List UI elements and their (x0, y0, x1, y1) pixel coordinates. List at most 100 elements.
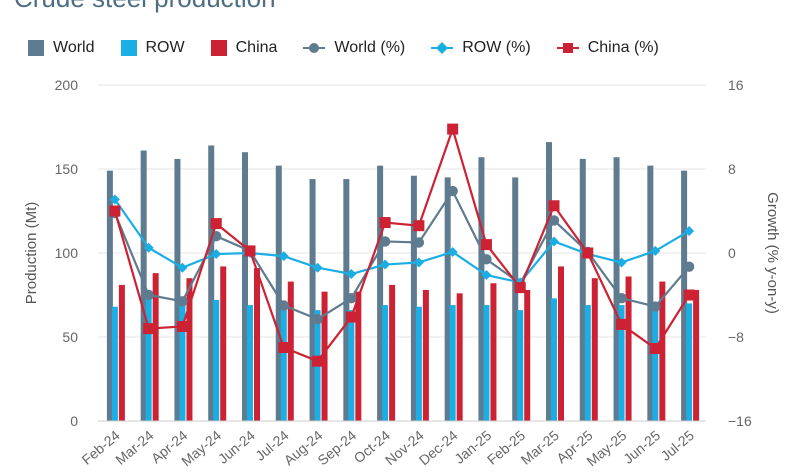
point-china (447, 123, 459, 135)
bar-world (275, 165, 282, 421)
bar-china (355, 291, 362, 421)
point-china (683, 289, 695, 301)
point-row (684, 225, 695, 236)
y-tick-label-right: 8 (728, 161, 736, 177)
bar-row (584, 305, 591, 421)
legend-swatch-world (28, 40, 44, 56)
point-world (312, 313, 323, 325)
bar-china (659, 281, 666, 421)
legend-label-row-pct: ROW (%) (462, 39, 531, 56)
point-row (109, 194, 120, 205)
bar-china (220, 266, 227, 421)
legend-item-row-pct[interactable]: ROW (%) (431, 39, 531, 57)
point-china (616, 318, 628, 330)
point-row (549, 236, 559, 247)
bar-world (208, 145, 215, 422)
legend-label-world-pct: World (%) (334, 39, 406, 56)
point-china (413, 220, 425, 232)
point-world (650, 301, 661, 312)
bar-row (280, 306, 287, 421)
legend-item-world-pct[interactable]: World (%) (303, 39, 405, 57)
x-tick-label: Dec-24 (416, 427, 461, 468)
point-row (312, 262, 323, 273)
point-row (380, 259, 391, 270)
chart-title: Crude steel production (14, 0, 276, 14)
bar-row (415, 306, 422, 421)
bar-world (106, 170, 113, 421)
bar-row (618, 305, 625, 421)
bar-world (309, 179, 316, 421)
bar-row (483, 305, 490, 421)
bar-china (693, 289, 700, 421)
legend-label-china: China (235, 39, 278, 56)
bar-world (174, 158, 181, 422)
point-row (346, 269, 357, 279)
point-world (616, 292, 627, 304)
legend-line-row-pct (431, 41, 454, 55)
legend-item-world[interactable]: World (28, 39, 95, 57)
bar-row (348, 310, 355, 421)
bar-china (524, 289, 531, 421)
bar-row (652, 303, 659, 421)
point-china (514, 282, 526, 294)
point-china (312, 355, 324, 367)
y-axis-title-left: Production (Mt) (23, 202, 40, 305)
bar-china (422, 289, 429, 421)
bar-row (517, 310, 524, 421)
bar-world (377, 165, 384, 421)
legend-label-world: World (53, 39, 95, 56)
legend-swatch-row (120, 40, 137, 56)
bar-world (242, 152, 248, 421)
point-china (379, 217, 391, 229)
point-row (278, 251, 289, 262)
y-tick-label-right: −16 (728, 413, 752, 429)
bar-china (152, 273, 159, 421)
y-tick-label-left: 0 (70, 413, 78, 429)
line-china (113, 125, 691, 363)
bar-world (478, 157, 485, 422)
x-tick-label: Sep-24 (314, 427, 359, 468)
bar-world (546, 142, 552, 421)
point-row (211, 249, 222, 260)
legend-swatch-china (210, 40, 227, 56)
point-china (176, 321, 188, 332)
bar-china (389, 284, 396, 421)
legend-label-row: ROW (145, 39, 185, 56)
point-world (447, 185, 458, 197)
point-world (379, 236, 391, 247)
y-axis-title-right: Growth (% y-on-y) (764, 192, 781, 314)
y-tick-label-left: 100 (55, 245, 79, 261)
legend-item-china[interactable]: China (210, 39, 278, 57)
bar-row (111, 306, 118, 421)
point-row (616, 257, 627, 268)
bar-china (254, 268, 260, 421)
bar-world (647, 165, 654, 421)
bar-world (613, 157, 620, 422)
bar-row (551, 298, 557, 421)
point-world (177, 296, 188, 307)
bar-china (490, 283, 497, 421)
bar-row (213, 300, 220, 421)
bar-world (444, 177, 451, 421)
bar-row (145, 291, 152, 421)
line-world (113, 188, 690, 321)
bar-china (625, 276, 632, 421)
point-world (683, 261, 695, 272)
point-china (480, 239, 492, 251)
legend-item-china-pct[interactable]: China (%) (556, 39, 659, 57)
point-china (548, 200, 560, 212)
bar-world (579, 158, 586, 422)
bar-row (179, 300, 186, 421)
point-china (210, 218, 222, 230)
point-china (345, 311, 357, 323)
bar-row (449, 305, 456, 421)
legend-label-china-pct: China (%) (587, 39, 659, 56)
point-row (143, 242, 154, 253)
point-china (582, 247, 594, 259)
point-china (143, 323, 155, 335)
legend-line-china-pct (556, 41, 579, 55)
bar-row (382, 305, 389, 421)
point-row (650, 245, 661, 256)
legend-item-row[interactable]: ROW (120, 39, 185, 57)
